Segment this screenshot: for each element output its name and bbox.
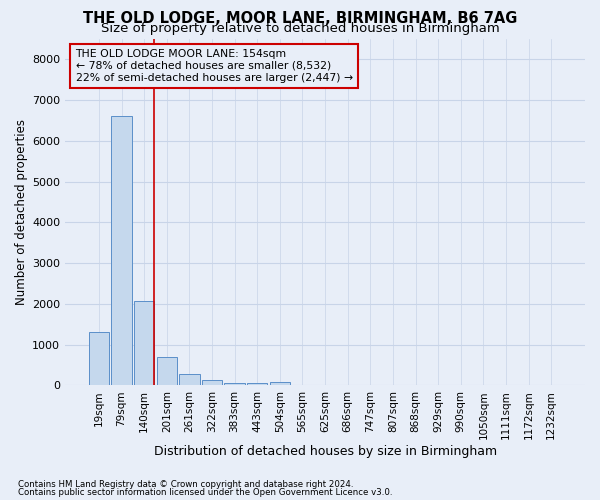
Bar <box>179 374 200 386</box>
Bar <box>247 384 268 386</box>
Bar <box>89 332 109 386</box>
Y-axis label: Number of detached properties: Number of detached properties <box>15 119 28 305</box>
Bar <box>269 382 290 386</box>
Text: Contains HM Land Registry data © Crown copyright and database right 2024.: Contains HM Land Registry data © Crown c… <box>18 480 353 489</box>
Text: Size of property relative to detached houses in Birmingham: Size of property relative to detached ho… <box>101 22 499 35</box>
Bar <box>157 357 177 386</box>
Text: Contains public sector information licensed under the Open Government Licence v3: Contains public sector information licen… <box>18 488 392 497</box>
Bar <box>202 380 222 386</box>
Text: THE OLD LODGE, MOOR LANE, BIRMINGHAM, B6 7AG: THE OLD LODGE, MOOR LANE, BIRMINGHAM, B6… <box>83 11 517 26</box>
Bar <box>134 300 154 386</box>
X-axis label: Distribution of detached houses by size in Birmingham: Distribution of detached houses by size … <box>154 444 497 458</box>
Bar <box>224 382 245 386</box>
Text: THE OLD LODGE MOOR LANE: 154sqm
← 78% of detached houses are smaller (8,532)
22%: THE OLD LODGE MOOR LANE: 154sqm ← 78% of… <box>76 50 353 82</box>
Bar <box>112 116 132 386</box>
